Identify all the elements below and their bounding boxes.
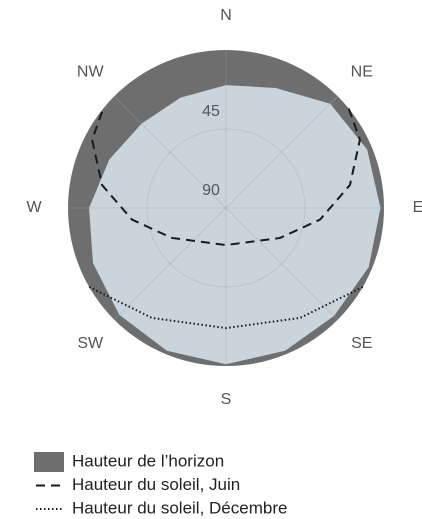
grid-spoke (113, 95, 227, 209)
compass-label: S (221, 391, 232, 408)
r-tick-label: 90 (202, 182, 220, 199)
r-tick-label: 45 (202, 103, 220, 120)
sun-path (88, 286, 364, 330)
compass-label: NE (351, 63, 373, 80)
legend-label: Hauteur de l’horizon (72, 451, 224, 470)
compass-label: N (220, 7, 232, 24)
compass-label: W (26, 199, 42, 216)
legend-swatch (34, 452, 64, 472)
grid-spoke (225, 207, 339, 321)
compass-label: SW (77, 335, 104, 352)
compass-label: E (413, 199, 422, 216)
grid-spoke (225, 95, 339, 209)
compass-label: NW (77, 63, 105, 80)
grid-circle (146, 128, 306, 288)
legend-label: Hauteur du soleil, Juin (72, 475, 240, 494)
sun-path (91, 108, 361, 247)
compass-label: SE (351, 335, 372, 352)
grid-spoke (113, 207, 227, 321)
sky-area (89, 85, 381, 365)
legend-label: Hauteur du soleil, Décembre (72, 498, 287, 517)
